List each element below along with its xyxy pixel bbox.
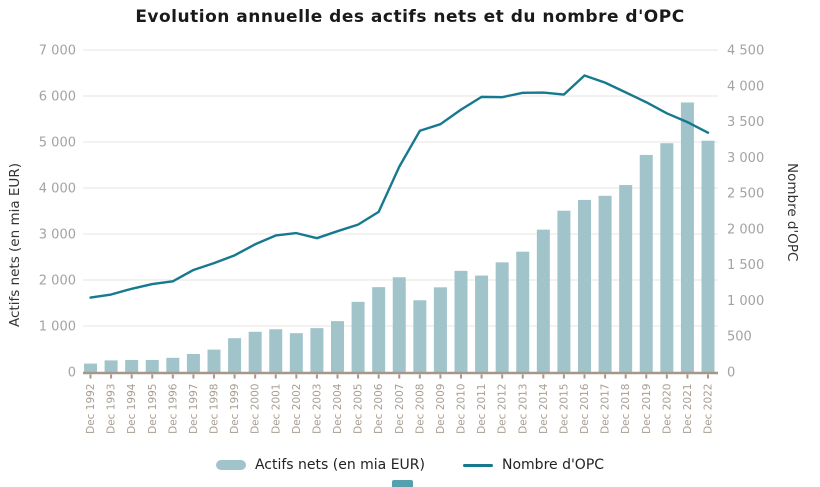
x-axis-label: Dec 2022 xyxy=(703,384,715,434)
bar-dec-2018 xyxy=(619,185,633,372)
x-axis-label: Dec 2005 xyxy=(353,384,365,434)
right-axis-tick-label: 2 000 xyxy=(727,222,764,237)
x-axis-label: Dec 2021 xyxy=(682,384,694,434)
bar-dec-1994 xyxy=(125,359,139,372)
right-axis-tick-label: 3 500 xyxy=(727,115,764,130)
bar-dec-2010 xyxy=(454,270,468,372)
x-axis-label: Dec 1992 xyxy=(85,384,97,434)
left-axis-tick-label: 4 000 xyxy=(39,182,76,197)
left-axis-tick-label: 5 000 xyxy=(39,136,76,151)
right-axis-tick-label: 500 xyxy=(727,330,752,345)
x-axis-label: Dec 2020 xyxy=(661,384,673,434)
right-axis-title: Nombre d'OPC xyxy=(784,163,800,262)
line-series-swatch xyxy=(463,463,493,467)
x-axis-label: Dec 2013 xyxy=(517,384,529,434)
right-axis-tick-label: 2 500 xyxy=(727,187,764,202)
x-axis-label: Dec 2011 xyxy=(476,384,488,434)
bar-dec-2012 xyxy=(495,262,509,372)
x-axis-label: Dec 2019 xyxy=(641,384,653,434)
bar-dec-2002 xyxy=(289,333,303,372)
left-axis-tick-label: 6 000 xyxy=(39,90,76,105)
x-axis-label: Dec 2008 xyxy=(414,384,426,434)
x-axis-label: Dec 2007 xyxy=(394,384,406,434)
left-axis-tick-label: 2 000 xyxy=(39,274,76,289)
x-axis-label: Dec 1999 xyxy=(229,384,241,434)
x-axis-label: Dec 1994 xyxy=(126,383,138,434)
bar-dec-2003 xyxy=(310,328,324,372)
x-axis-label: Dec 1995 xyxy=(147,384,159,434)
x-axis-label: Dec 2003 xyxy=(311,384,323,434)
legend: Actifs nets (en mia EUR) Nombre d'OPC xyxy=(0,452,820,478)
left-axis-tick-label: 0 xyxy=(68,366,76,381)
bar-dec-2006 xyxy=(372,287,386,372)
left-axis-tick-label: 3 000 xyxy=(39,228,76,243)
bar-dec-1998 xyxy=(207,349,221,372)
x-axis-label: Dec 2017 xyxy=(600,384,612,434)
bar-dec-2008 xyxy=(413,300,427,372)
bar-dec-2016 xyxy=(578,199,591,372)
chart-canvas: Dec 1992 Dec 1993 Dec 1994 Dec 1995 Dec 1996… xyxy=(39,44,764,434)
bar-dec-2014 xyxy=(536,229,550,372)
x-axis-label: Dec 1996 xyxy=(167,383,179,434)
x-axis-label: Dec 2004 xyxy=(332,383,344,434)
bar-dec-2001 xyxy=(269,329,283,372)
bar-dec-1992 xyxy=(84,363,97,372)
bar-dec-2004 xyxy=(331,321,344,372)
opc-line xyxy=(89,74,710,299)
x-axis-label: Dec 1998 xyxy=(209,384,221,434)
bar-dec-2019 xyxy=(639,154,653,372)
x-axis-label: Dec 1993 xyxy=(106,384,118,434)
x-axis-label: Dec 1997 xyxy=(188,384,200,434)
left-axis-tick-label: 7 000 xyxy=(39,44,76,59)
bar-dec-2013 xyxy=(516,251,530,372)
bar-dec-2022 xyxy=(701,140,715,372)
x-axis-label: Dec 2009 xyxy=(435,384,447,434)
bar-dec-1999 xyxy=(228,338,242,372)
bar-dec-2015 xyxy=(557,210,571,372)
right-axis-tick-label: 1 000 xyxy=(727,294,764,309)
x-axis-label: Dec 2001 xyxy=(270,384,282,434)
bar-dec-2021 xyxy=(680,102,694,373)
chart-title: Evolution annuelle des actifs nets et du… xyxy=(135,7,685,27)
bar-dec-1993 xyxy=(104,360,118,372)
bar-dec-2020 xyxy=(660,143,674,372)
bar-dec-2009 xyxy=(433,287,447,372)
x-axis-label: Dec 2015 xyxy=(558,384,570,434)
bar-dec-1996 xyxy=(166,357,180,372)
right-axis-tick-label: 0 xyxy=(727,366,735,381)
legend-label-actifs-nets: Actifs nets (en mia EUR) xyxy=(254,457,425,473)
bottom-edge-widget[interactable] xyxy=(392,480,413,487)
bar-series-swatch xyxy=(215,460,246,470)
x-axis-label: Dec 2006 xyxy=(373,383,385,434)
legend-item-nombre-opc[interactable]: Nombre d'OPC xyxy=(463,457,604,473)
x-axis-label: Dec 2012 xyxy=(497,383,509,433)
x-axis-label: Dec 2014 xyxy=(538,383,550,434)
bar-dec-1997 xyxy=(186,353,200,372)
bar-dec-2000 xyxy=(248,331,262,372)
x-axis-label: Dec 2000 xyxy=(250,384,262,434)
legend-label-nombre-opc: Nombre d'OPC xyxy=(502,457,605,473)
right-axis-tick-label: 4 000 xyxy=(727,79,764,94)
left-axis-tick-label: 1 000 xyxy=(39,320,76,335)
bar-dec-2011 xyxy=(475,275,489,372)
bar-dec-2005 xyxy=(351,301,365,372)
x-axis-label: Dec 2018 xyxy=(620,384,632,434)
left-axis-title: Actifs nets (en mia EUR) xyxy=(7,163,23,327)
right-axis-tick-label: 3 000 xyxy=(727,151,764,166)
x-axis-label: Dec 2002 xyxy=(291,384,303,434)
x-axis-label: Dec 2010 xyxy=(456,384,468,434)
right-axis-tick-label: 4 500 xyxy=(727,44,764,59)
legend-item-actifs-nets[interactable]: Actifs nets (en mia EUR) xyxy=(215,457,425,473)
bar-dec-2017 xyxy=(598,195,612,372)
right-axis-tick-label: 1 500 xyxy=(727,258,764,273)
x-axis-label: Dec 2016 xyxy=(579,383,591,434)
bar-dec-1995 xyxy=(145,359,159,372)
bar-dec-2007 xyxy=(392,277,406,372)
